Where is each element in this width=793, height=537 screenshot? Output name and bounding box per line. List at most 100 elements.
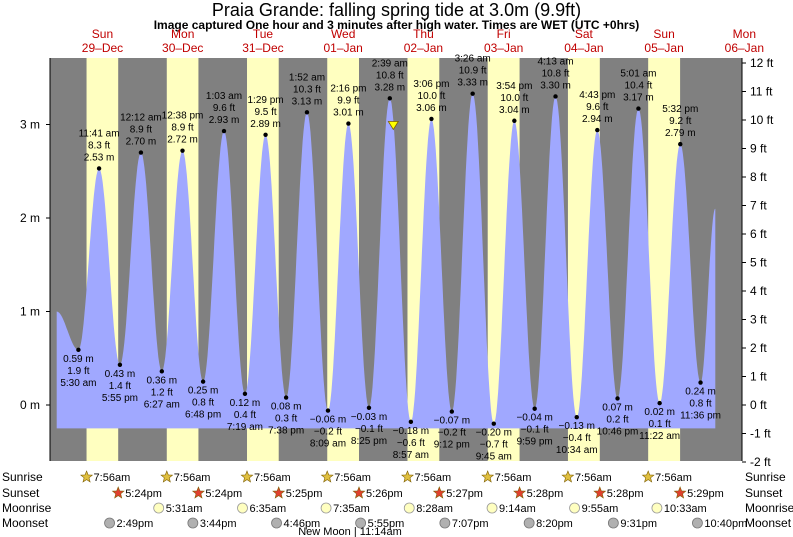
low-time-label: 8:09 am [310,439,346,450]
high-m-label: 3.33 m [457,78,488,89]
tide-point [221,128,227,134]
sunset-time: 5:25pm [286,488,323,500]
tide-point [574,414,579,420]
low-ft-label: −0.7 ft [480,440,508,451]
tide-point [698,380,703,385]
low-time-label: 6:27 am [144,399,180,410]
low-m-label: 0.02 m [644,407,675,418]
sunset-icon [432,486,446,499]
current-tide-marker [387,121,400,131]
moonrise-icon [237,502,248,514]
low-m-label: −0.18 m [393,426,429,437]
low-time-label: 5:30 am [60,378,96,389]
y-tick-label-ft: 4 ft [750,284,767,298]
high-m-label: 3.30 m [540,80,571,91]
low-time-label: 9:12 pm [434,440,470,451]
low-time-label: 5:55 pm [102,393,138,404]
moonset-icon [692,517,703,529]
sunrise-icon [80,470,94,483]
y-tick-label-ft: 5 ft [750,256,767,270]
sunrise-icon [641,470,655,483]
chart-subtitle: Image captured One hour and 3 minutes af… [153,18,640,32]
moonrise-icon [320,502,332,514]
high-time-label: 11:41 am [79,128,120,139]
high-ft-label: 10.9 ft [459,66,487,77]
high-m-label: 3.06 m [416,103,447,114]
low-m-label: −0.06 m [310,415,346,426]
high-ft-label: 8.9 ft [171,123,193,134]
low-m-label: 0.07 m [602,402,633,413]
high-ft-label: 10.0 ft [500,93,528,104]
day-date: 31–Dec [242,41,283,55]
moonrise-time: 6:35am [250,503,287,515]
y-tick-label-ft: 8 ft [750,170,767,184]
high-m-label: 2.79 m [665,128,696,139]
moonrise-row-label-left: Moonrise [2,501,52,515]
axes: 0 m 1 m 2 m 3 m -2 ft -1 ft 0 ft 1 ft 2 ft 3 ft 4 … [20,56,774,469]
low-ft-label: −0.2 ft [314,427,342,438]
low-m-label: 0.36 m [147,375,178,386]
low-time-label: 6:48 pm [185,410,221,421]
tide-point [346,121,351,126]
low-m-label: −0.04 m [516,413,552,424]
low-ft-label: 0.8 ft [689,399,711,410]
sunrise-time: 7:56am [655,472,692,484]
y-tick-label-ft: 6 ft [750,227,767,241]
moonrise-icon [403,502,415,514]
high-ft-label: 8.9 ft [130,125,152,136]
y-tick-label-ft: 7 ft [750,199,767,213]
sunset-icon [191,486,205,499]
sunset-time: 5:27pm [446,488,483,500]
sunset-time: 5:24pm [125,488,162,500]
sunset-icon [673,486,687,499]
sunrise-time: 7:56am [334,472,371,484]
sunrise-icon [240,470,254,483]
y-tick-label-ft: -1 ft [750,426,771,440]
moonrise-time: 5:31am [166,503,203,515]
high-m-label: 2.93 m [209,115,240,126]
tide-point [283,395,289,400]
tide-point [138,150,144,155]
chart-title: Praia Grande: falling spring tide at 3.0… [211,0,582,20]
high-time-label: 1:03 am [206,91,242,102]
low-m-label: 0.43 m [105,369,136,380]
tide-point [553,94,558,99]
high-m-label: 2.70 m [126,137,157,148]
sunrise-icon [160,470,174,483]
low-ft-label: −0.1 ft [521,425,549,436]
day-date: 01–Jan [323,41,362,55]
low-m-label: −0.03 m [351,412,387,423]
sunrise-icon [401,470,414,483]
low-ft-label: 0.3 ft [275,414,297,425]
moonset-icon [187,517,199,529]
high-time-label: 3:06 pm [413,79,449,90]
high-time-label: 4:43 pm [579,90,615,101]
high-ft-label: 10.4 ft [625,81,653,92]
y-tick-label-ft: 9 ft [750,142,767,156]
sunset-row-label-right: Sunset [745,486,783,500]
tide-point [657,400,662,406]
low-ft-label: 0.1 ft [649,419,671,430]
day-name: Thu [413,27,434,41]
y-tick-label-ft: 3 ft [750,313,767,327]
y-tick-label-ft: 0 ft [750,398,767,412]
sunrise-time: 7:56am [414,472,451,484]
high-m-label: 3.13 m [292,96,323,107]
day-date: 29–Dec [82,41,123,55]
tide-point [200,379,206,384]
high-time-label: 12:38 pm [162,111,204,122]
low-ft-label: −0.6 ft [397,438,425,449]
high-ft-label: 9.6 ft [213,103,235,114]
low-time-label: 7:19 am [227,422,263,433]
tide-point [242,391,248,396]
moon-phase-label: New Moon | 11:14am [298,526,402,537]
y-tick-label-m: 1 m [20,305,40,319]
high-m-label: 2.89 m [250,119,281,130]
moonset-time: 10:40pm [704,518,747,530]
tide-point [76,347,81,353]
tide-area [56,93,716,429]
low-m-label: −0.07 m [434,416,470,427]
moonset-time: 9:31pm [620,518,657,530]
day-name: Mon [733,27,756,41]
tide-point [325,408,331,413]
